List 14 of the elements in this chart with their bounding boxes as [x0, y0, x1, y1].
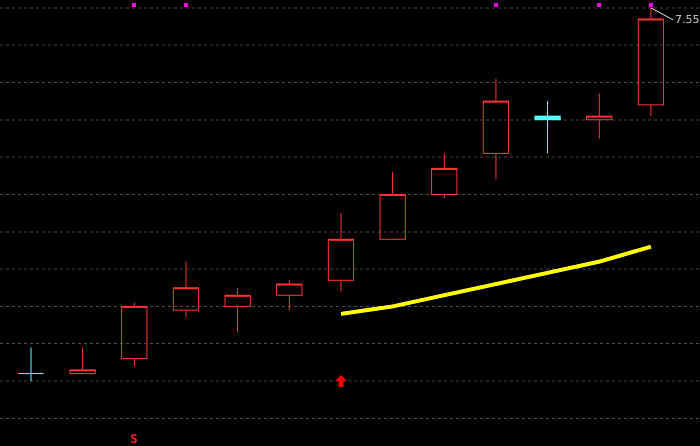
- candlestick: [534, 100, 561, 154]
- candlestick: [379, 172, 406, 240]
- annotation: 7.55: [675, 13, 700, 26]
- candlestick: [586, 93, 612, 139]
- candlestick: [482, 78, 510, 180]
- candlestick: [224, 287, 251, 334]
- candlestick: [172, 261, 200, 318]
- candlestick: [18, 346, 44, 382]
- candlestick: [276, 280, 302, 311]
- text: S: [130, 432, 138, 446]
- candlestick: [431, 152, 458, 199]
- candlestick: [121, 302, 148, 367]
- candlestick: [70, 346, 96, 374]
- candlestick: [328, 212, 354, 292]
